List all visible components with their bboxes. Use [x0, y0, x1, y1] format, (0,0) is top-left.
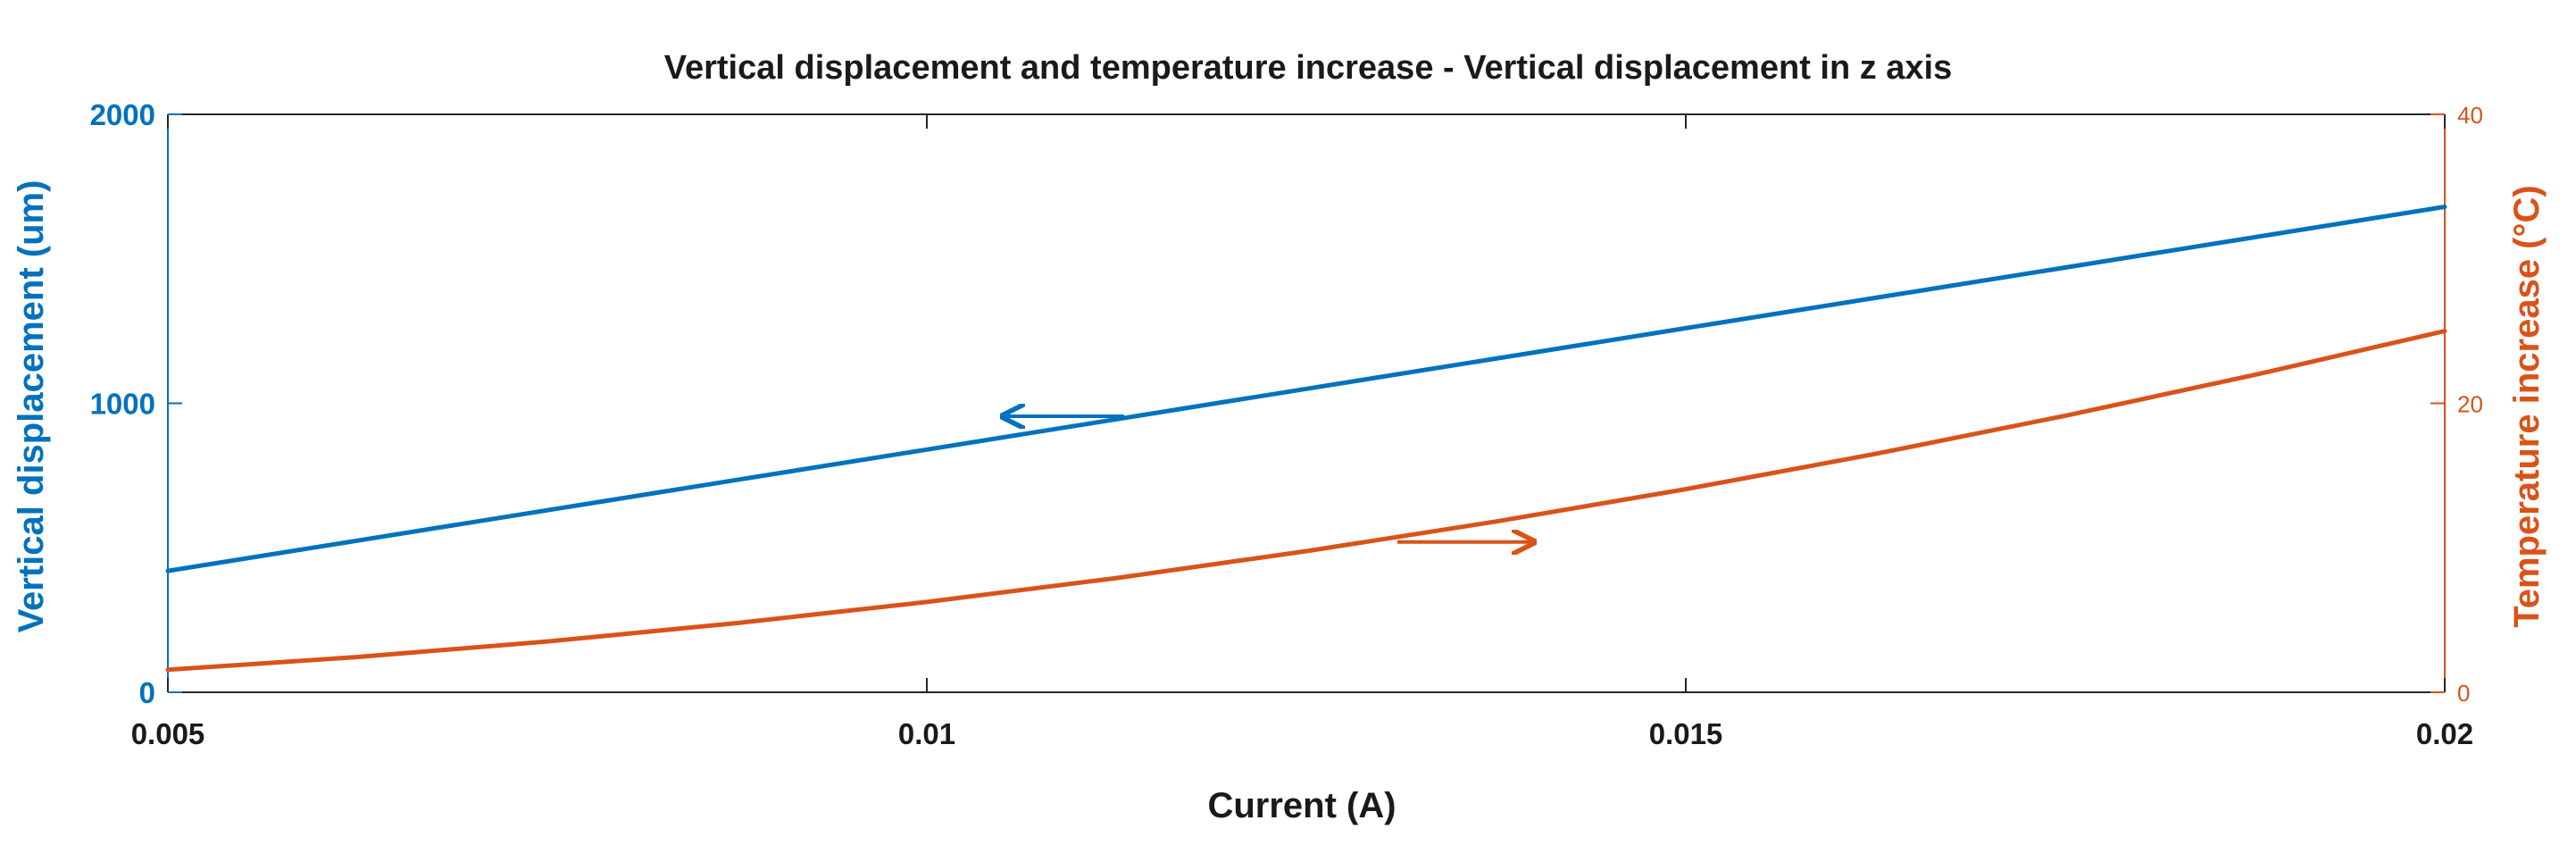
- y-left-tick-label: 0: [139, 676, 155, 709]
- x-tick-label: 0.02: [2416, 717, 2473, 750]
- y-left-tick-label: 1000: [90, 388, 155, 421]
- x-tick-label: 0.01: [898, 717, 955, 750]
- series-line-temperature-increase: [165, 329, 2447, 673]
- annotation-layer: [1003, 416, 1534, 542]
- y-left-axis-label: Vertical displacement (um): [12, 180, 51, 633]
- x-axis-label: Current (A): [1207, 786, 1396, 825]
- y-right-tick-label: 0: [2457, 680, 2470, 707]
- y-left-tick-label: 2000: [90, 98, 155, 131]
- series-layer: [165, 205, 2447, 673]
- y-right-tick-label: 40: [2457, 102, 2483, 129]
- chart-title: Vertical displacement and temperature in…: [664, 49, 1953, 87]
- y-left-axis-ticks: 0 1000 2000: [90, 98, 182, 709]
- y-right-axis-label: Temperature increase (°C): [2507, 185, 2547, 627]
- x-axis-ticks: 0.005 0.01 0.015 0.02: [131, 114, 2473, 750]
- plot-frame: [167, 113, 2446, 693]
- x-tick-label: 0.005: [131, 717, 205, 750]
- series-line-vertical-displacement: [165, 205, 2447, 573]
- x-tick-label: 0.015: [1649, 717, 1723, 750]
- y-right-axis-ticks: 0 20 40: [2430, 102, 2483, 707]
- y-right-tick-label: 20: [2457, 391, 2483, 418]
